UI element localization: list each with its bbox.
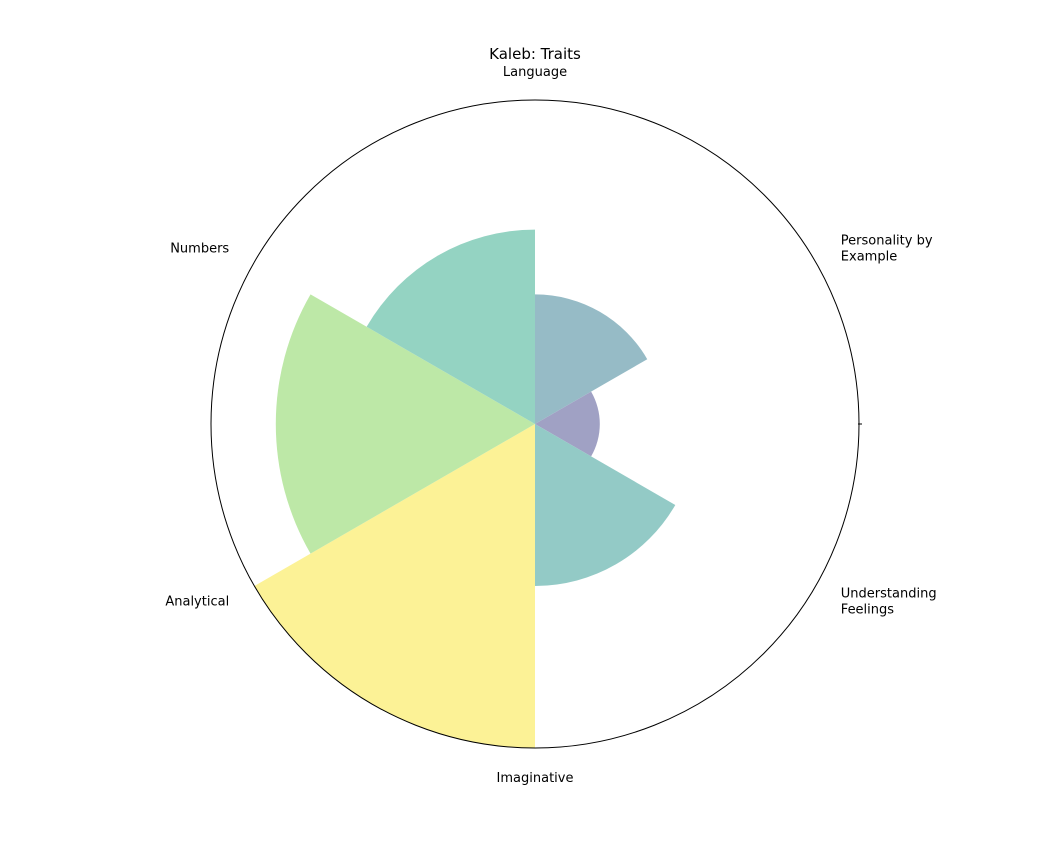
category-label: Analytical (165, 595, 229, 610)
chart-title: Kaleb: Traits (489, 45, 581, 63)
bar-wedge (535, 424, 676, 586)
bar-wedge (275, 294, 535, 554)
bar-wedge (366, 229, 535, 424)
category-labels: Personality by Example Understanding Feelin… (165, 65, 936, 786)
bar-wedge (254, 424, 535, 748)
category-label: Imaginative (497, 771, 574, 786)
bar-wedge (535, 294, 648, 424)
wedge-group (254, 229, 676, 748)
category-label: Personality by Example (841, 233, 933, 264)
bar-wedge (535, 391, 600, 457)
category-label: Numbers (170, 241, 229, 256)
category-label: Language (503, 65, 567, 80)
category-label: Understanding Feelings (841, 587, 937, 618)
